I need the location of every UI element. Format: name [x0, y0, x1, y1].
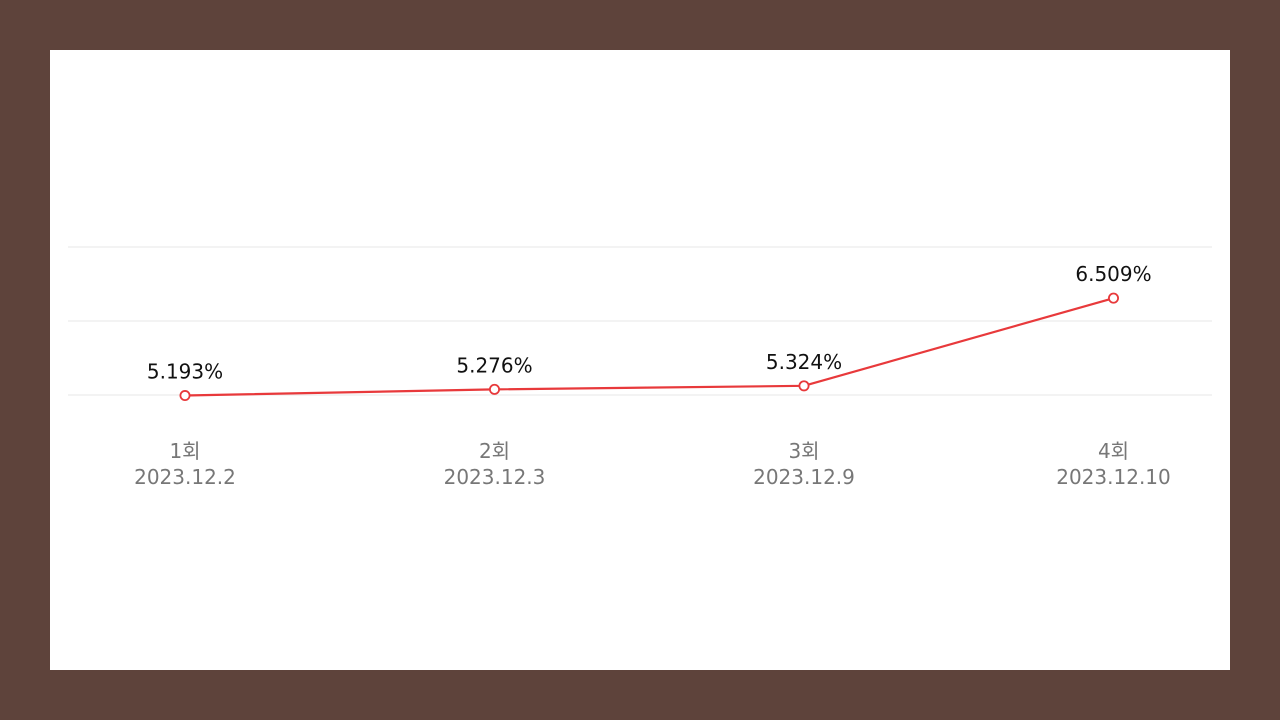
data-point-4[interactable]	[1108, 292, 1120, 304]
data-point-2[interactable]	[488, 383, 500, 395]
value-label-4: 6.509%	[1075, 262, 1151, 286]
data-points	[179, 292, 1120, 402]
line-chart: 5.193% 5.276% 5.324%6.509% 1회2023.12.22회20…	[68, 246, 1212, 489]
tick-label-round-4: 4회	[1098, 439, 1129, 463]
grid-lines	[68, 246, 1212, 396]
tick-label-date-1: 2023.12.2	[134, 465, 236, 489]
value-label-2: 5.276%	[456, 353, 532, 377]
tick-label-date-2: 2023.12.3	[444, 465, 546, 489]
data-point-3[interactable]	[798, 380, 810, 392]
value-label-1: 5.193%	[147, 360, 223, 384]
tick-label-date-4: 2023.12.10	[1056, 465, 1171, 489]
tick-label-round-2: 2회	[479, 439, 510, 463]
chart-panel: 5.193% 5.276% 5.324% 6.509% 1회 2023.12.2 2회 20…	[50, 50, 1230, 670]
tick-label-round-1: 1회	[169, 439, 200, 463]
tick-label-round-3: 3회	[788, 439, 819, 463]
value-label-3: 5.324%	[766, 350, 842, 374]
data-point-1[interactable]	[179, 390, 191, 402]
value-labels: 5.193% 5.276% 5.324% 6.509%	[147, 262, 1152, 383]
series-line	[184, 297, 1114, 397]
tick-label-date-3: 2023.12.9	[753, 465, 855, 489]
series-line-group	[184, 297, 1114, 397]
